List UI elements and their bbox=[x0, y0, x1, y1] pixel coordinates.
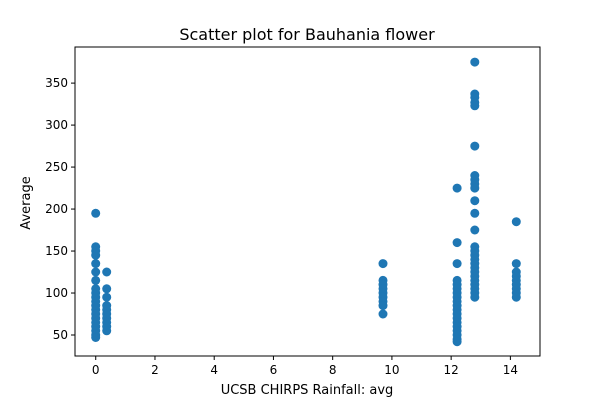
data-point bbox=[452, 337, 462, 347]
data-point bbox=[378, 259, 388, 269]
data-point bbox=[102, 326, 112, 336]
data-point bbox=[511, 259, 521, 269]
data-point bbox=[470, 141, 480, 151]
y-tick-label: 150 bbox=[45, 244, 68, 258]
data-point bbox=[452, 183, 462, 193]
data-point bbox=[452, 238, 462, 248]
data-point bbox=[102, 267, 112, 277]
data-point bbox=[470, 101, 480, 111]
x-tick-label: 4 bbox=[210, 363, 218, 377]
x-tick-label: 14 bbox=[503, 363, 518, 377]
x-tick-label: 8 bbox=[329, 363, 337, 377]
y-axis-label: Average bbox=[19, 176, 34, 229]
data-point bbox=[511, 292, 521, 302]
data-point bbox=[470, 196, 480, 206]
data-point bbox=[470, 208, 480, 218]
data-point bbox=[470, 292, 480, 302]
x-tick-label: 2 bbox=[151, 363, 159, 377]
chart-title: Scatter plot for Bauhania flower bbox=[179, 25, 435, 44]
points-layer bbox=[91, 57, 521, 347]
y-tick-label: 50 bbox=[53, 328, 68, 342]
data-point bbox=[470, 225, 480, 235]
y-tick-label: 100 bbox=[45, 286, 68, 300]
x-tick-label: 0 bbox=[92, 363, 100, 377]
data-point bbox=[91, 267, 101, 277]
data-point bbox=[91, 259, 101, 269]
x-tick-label: 10 bbox=[384, 363, 399, 377]
data-point bbox=[470, 57, 480, 67]
data-point bbox=[102, 292, 112, 302]
data-point bbox=[378, 309, 388, 319]
y-tick-label: 250 bbox=[45, 160, 68, 174]
plot-frame bbox=[74, 46, 541, 357]
data-point bbox=[91, 275, 101, 285]
data-point bbox=[470, 183, 480, 193]
y-tick-label: 350 bbox=[45, 76, 68, 90]
x-axis-label: UCSB CHIRPS Rainfall: avg bbox=[221, 383, 394, 398]
data-point bbox=[91, 333, 101, 342]
y-tick-label: 200 bbox=[45, 202, 68, 216]
y-tick-label: 300 bbox=[45, 118, 68, 132]
data-point bbox=[102, 284, 112, 294]
x-tick-label: 6 bbox=[270, 363, 278, 377]
data-point bbox=[91, 250, 101, 260]
data-point bbox=[91, 208, 101, 218]
x-tick-label: 12 bbox=[444, 363, 459, 377]
data-point bbox=[378, 301, 388, 311]
y-axis: 50 100 150 200 250 300 350 bbox=[45, 76, 75, 342]
data-point bbox=[511, 217, 521, 227]
x-axis: 0 2 4 6 8 10 12 14 bbox=[92, 356, 518, 377]
data-point bbox=[452, 259, 462, 269]
